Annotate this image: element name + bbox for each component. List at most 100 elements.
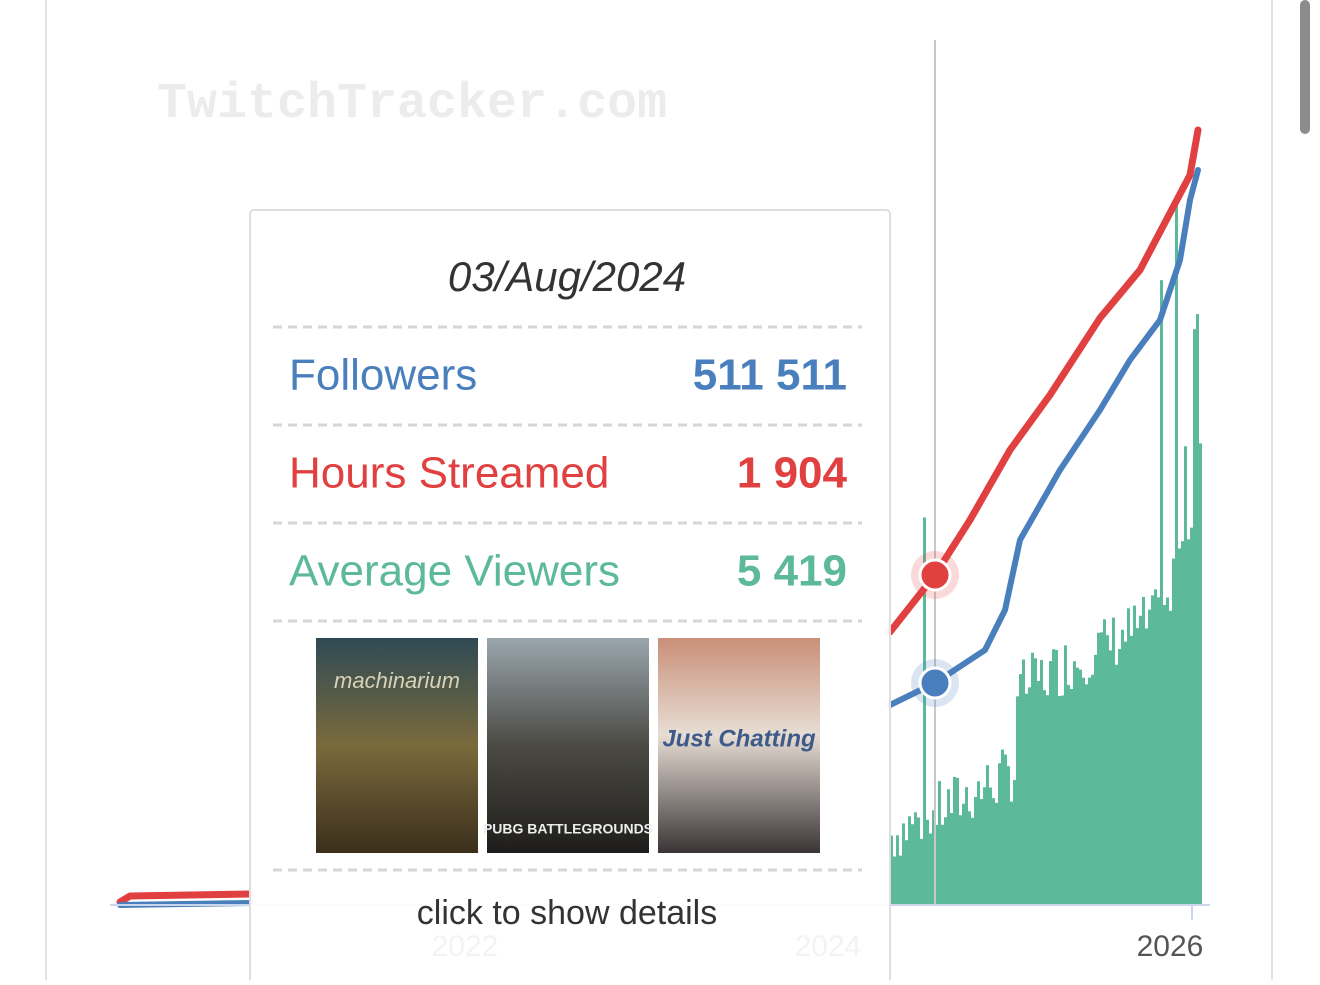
viewer-bar <box>944 817 947 905</box>
viewer-bar <box>1193 329 1196 905</box>
viewer-bar <box>995 802 998 905</box>
viewer-bar <box>947 789 950 905</box>
viewer-bar <box>1019 674 1022 905</box>
row-label: Followers <box>289 351 477 400</box>
viewer-bar <box>1166 597 1169 905</box>
viewer-bar <box>1097 632 1100 905</box>
row-label: Hours Streamed <box>289 449 609 498</box>
viewer-bar <box>1103 619 1106 905</box>
viewer-bar <box>920 838 923 905</box>
viewer-bar <box>893 856 896 905</box>
viewer-bar <box>965 787 968 905</box>
viewer-bar <box>1157 597 1160 905</box>
viewer-bar <box>1079 669 1082 905</box>
viewer-bar <box>1091 674 1094 905</box>
viewer-bar <box>1085 684 1088 905</box>
viewer-bar <box>914 812 917 905</box>
viewer-bar <box>962 803 965 905</box>
viewer-bar <box>917 817 920 905</box>
tooltip-date: 03/Aug/2024 <box>448 253 686 300</box>
viewer-bar <box>1178 548 1181 905</box>
viewer-bar <box>1109 650 1112 905</box>
viewer-bar <box>1049 661 1052 905</box>
viewer-bar <box>1190 527 1193 905</box>
scrollbar[interactable] <box>1300 0 1310 134</box>
viewer-bar <box>1196 314 1199 906</box>
viewer-bar <box>1118 649 1121 905</box>
viewer-bar <box>1199 443 1202 905</box>
viewer-bar <box>1127 608 1130 905</box>
game-title: machinarium <box>334 668 460 693</box>
viewer-bar <box>1022 659 1025 905</box>
viewer-bar <box>1160 280 1163 905</box>
viewer-bar <box>953 776 956 905</box>
viewer-bar <box>1076 667 1079 905</box>
viewer-bar <box>1001 749 1004 905</box>
viewer-bar <box>1130 635 1133 905</box>
viewer-bar <box>1187 539 1190 905</box>
viewer-bar <box>1142 596 1145 905</box>
game-title: Just Chatting <box>662 725 816 752</box>
viewer-bar <box>938 781 941 905</box>
viewer-bar <box>1148 609 1151 905</box>
viewer-bar <box>911 824 914 905</box>
viewer-bar <box>1094 654 1097 905</box>
viewer-bar <box>971 817 974 905</box>
viewer-bar <box>929 833 932 905</box>
viewer-bar <box>1106 635 1109 905</box>
viewer-bar <box>890 835 893 905</box>
viewer-bar <box>1013 780 1016 905</box>
viewer-bar <box>1037 680 1040 905</box>
viewer-bar <box>926 819 929 905</box>
viewer-bar <box>905 840 908 905</box>
viewer-bar <box>1067 684 1070 905</box>
row-value: 511 511 <box>693 351 847 400</box>
viewer-bar <box>1181 541 1184 905</box>
viewer-bar <box>908 816 911 905</box>
game-cover[interactable] <box>658 638 820 853</box>
plot <box>116 126 1202 908</box>
viewer-bar <box>974 796 977 905</box>
separators <box>273 325 862 872</box>
row-label: Average Viewers <box>289 547 620 596</box>
viewer-bar <box>1031 652 1034 905</box>
row-value: 5 419 <box>737 547 847 596</box>
viewer-bar <box>989 787 992 905</box>
viewer-bar <box>1100 632 1103 905</box>
viewer-bar <box>1169 610 1172 905</box>
viewer-bar <box>1034 658 1037 905</box>
row-value: 1 904 <box>737 449 848 498</box>
viewer-bar <box>1007 766 1010 905</box>
marker-hours <box>918 558 952 592</box>
viewer-bar <box>1058 696 1061 905</box>
viewer-bar <box>968 811 971 905</box>
viewer-bar <box>950 813 953 905</box>
viewer-bar <box>1064 645 1067 905</box>
viewer-bar <box>941 824 944 905</box>
viewer-bar <box>1055 650 1058 905</box>
viewer-bar <box>1121 629 1124 905</box>
viewer-bar <box>980 799 983 905</box>
viewer-bar <box>1046 695 1049 905</box>
viewer-bar <box>1040 659 1043 905</box>
viewer-bar <box>935 824 938 905</box>
marker-followers <box>918 666 952 700</box>
viewer-bar <box>1124 641 1127 905</box>
viewer-bar <box>1175 197 1178 906</box>
x-label: 2026 <box>1137 930 1204 963</box>
game-title: PUBG BATTLEGROUNDS <box>483 821 653 837</box>
viewer-bar <box>1088 677 1091 905</box>
game-cover[interactable] <box>487 638 649 853</box>
tooltip[interactable]: 03/Aug/2024 Followers 511 511 Hours Stre… <box>249 209 891 985</box>
viewer-bar <box>902 823 905 905</box>
viewer-bar <box>956 777 959 905</box>
viewer-bar <box>1163 604 1166 905</box>
viewer-bar <box>1004 754 1007 905</box>
viewer-bar <box>959 815 962 905</box>
viewer-bar <box>899 855 902 905</box>
viewer-bar <box>1172 558 1175 905</box>
tooltip-footer[interactable]: click to show details <box>417 894 717 932</box>
game-cover[interactable] <box>316 638 478 853</box>
viewer-bar <box>986 765 989 905</box>
